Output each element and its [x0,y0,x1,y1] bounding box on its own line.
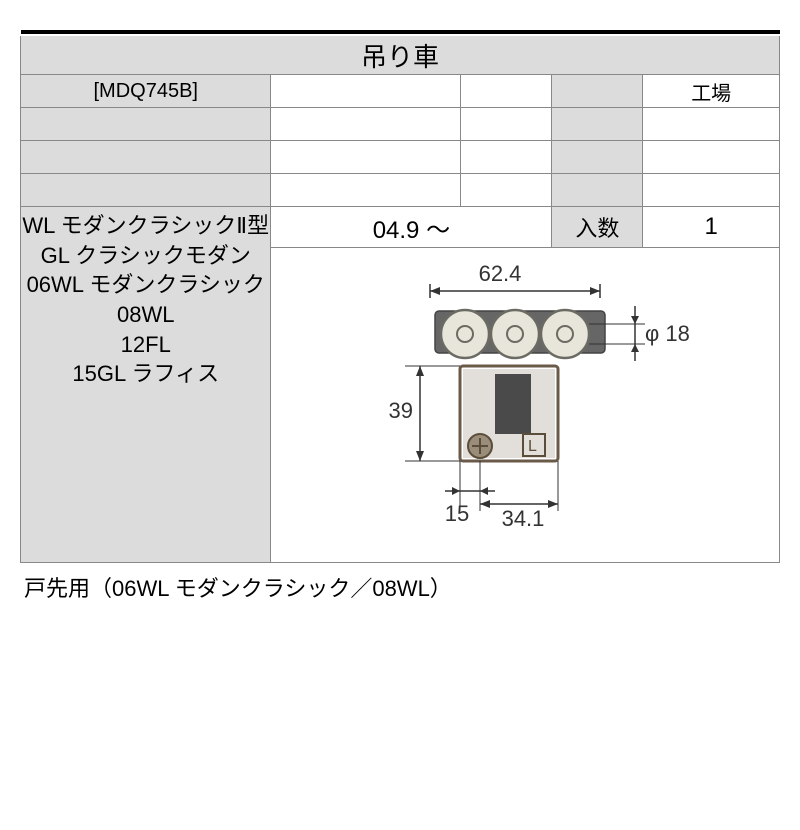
dim-offset-left: 15 [445,501,469,526]
period: 04.9 ～ [271,207,552,248]
qty-value: 1 [643,207,780,248]
part-number: [MDQ745B] [21,75,271,108]
r3c5 [643,141,780,174]
r2c2 [271,108,461,141]
r2c1 [21,108,271,141]
spec-table: 吊り車 [MDQ745B] 工場 WL モダンクラシックⅡ型 GL クラシックモ… [20,30,780,563]
r3c4 [552,141,643,174]
hdr-blank-2 [461,75,552,108]
dim-width-top: 62.4 [479,261,522,286]
hdr-blank-3 [552,75,643,108]
r2c3 [461,108,552,141]
hdr-blank-1 [271,75,461,108]
part-diagram: 62.4 φ 18 [345,256,705,562]
r3c2 [271,141,461,174]
r4c3 [461,174,552,207]
r4c5 [643,174,780,207]
title: 吊り車 [21,36,780,75]
footnote: 戸先用（06WL モダンクラシック／08WL） [20,563,780,603]
dim-height: 39 [389,398,413,423]
product-line-5: 15GL ラフィス [21,359,270,389]
r3c3 [461,141,552,174]
qty-label: 入数 [552,207,643,248]
r3c1 [21,141,271,174]
r4c4 [552,174,643,207]
supplier-label: 工場 [643,75,780,108]
r4c1 [21,174,271,207]
product-line-1: GL クラシックモダン [21,241,270,271]
diagram-cell: 62.4 φ 18 [271,248,780,563]
product-list-cell: WL モダンクラシックⅡ型 GL クラシックモダン 06WL モダンクラシック … [21,207,271,563]
product-line-3: 08WL [21,300,270,330]
dim-width-bottom: 34.1 [502,506,545,531]
r4c2 [271,174,461,207]
r2c5 [643,108,780,141]
dim-diameter: φ 18 [645,321,690,346]
svg-text:L: L [528,438,537,455]
product-line-4: 12FL [21,330,270,360]
product-line-0: WL モダンクラシックⅡ型 [21,211,270,241]
product-line-2: 06WL モダンクラシック [21,270,270,300]
r2c4 [552,108,643,141]
